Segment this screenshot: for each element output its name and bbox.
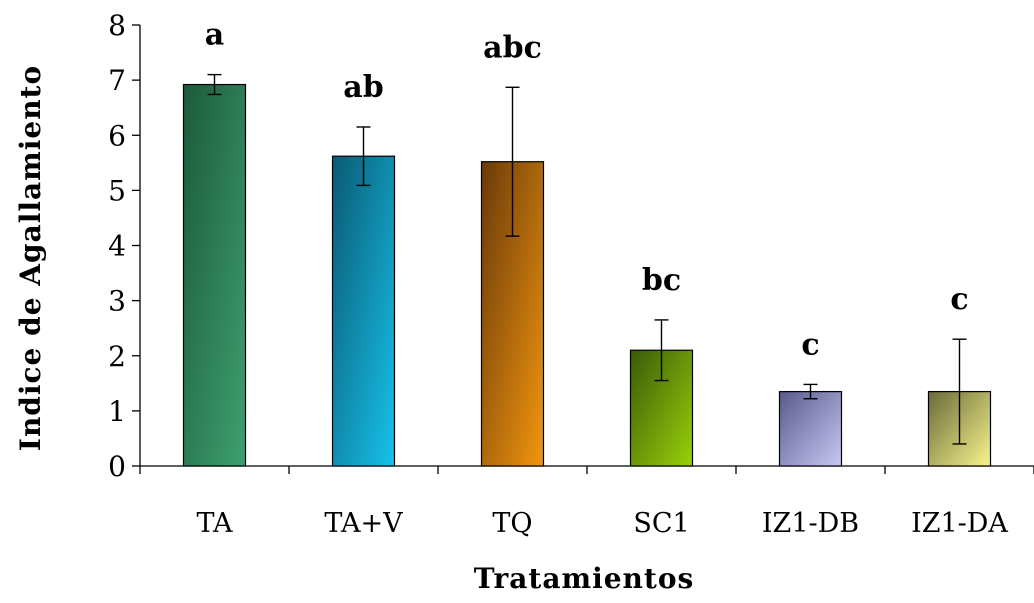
x-tick-label: IZ1-DA [911, 508, 1008, 539]
significance-letter: abc [483, 30, 542, 65]
x-tick-label: TA [196, 508, 233, 539]
x-tick-label: TQ [492, 508, 532, 539]
y-tick-label: 6 [108, 119, 126, 152]
y-tick-label: 0 [108, 450, 126, 483]
y-tick-label: 3 [108, 285, 126, 318]
significance-letter: c [950, 282, 968, 317]
error-bars [207, 73, 967, 445]
significance-letter: bc [642, 263, 681, 298]
bar-ta-v [331, 155, 396, 467]
labels: TA a TA+V ab TQ abc SC1 bc IZ1-DB c IZ1-DA c [196, 18, 1008, 539]
significance-letter: ab [343, 70, 383, 105]
significance-letter: c [801, 327, 819, 362]
bars [182, 83, 992, 467]
y-tick-label: 2 [108, 340, 126, 373]
x-tick-label: IZ1-DB [762, 508, 859, 539]
y-tick-label: 4 [108, 230, 126, 263]
significance-letter: a [205, 18, 224, 53]
y-tick-label: 1 [108, 395, 126, 428]
x-tick-label: SC1 [633, 508, 689, 539]
y-axis-title: Indice de Agallamiento [14, 65, 47, 451]
y-tick-label: 7 [108, 64, 126, 97]
x-axis-title: Tratamientos [474, 562, 695, 595]
axes: 0 1 2 3 4 5 6 7 8 [108, 9, 1034, 483]
x-tick-label: TA+V [324, 508, 403, 539]
bar-iz1-db [778, 390, 843, 467]
y-tick-label: 8 [108, 9, 126, 42]
bar-ta [182, 83, 247, 467]
y-tick-label: 5 [108, 174, 126, 207]
